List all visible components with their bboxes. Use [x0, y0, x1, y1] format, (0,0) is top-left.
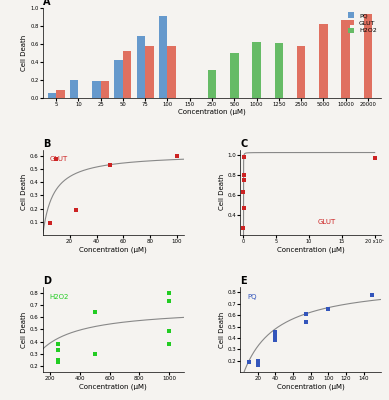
Point [107, 162, 113, 168]
X-axis label: Concentration (μM): Concentration (μM) [277, 247, 345, 253]
Y-axis label: Cell Death: Cell Death [219, 174, 224, 210]
Point [54, 347, 61, 353]
X-axis label: Concentration (μM): Concentration (μM) [79, 384, 147, 390]
Point [272, 332, 279, 339]
Point [166, 290, 172, 296]
Text: C: C [240, 139, 247, 149]
Y-axis label: Cell Death: Cell Death [21, 35, 28, 71]
Point [240, 171, 247, 178]
Point [255, 362, 261, 368]
Point [166, 341, 172, 347]
Bar [275, 43, 283, 98]
Text: H2O2: H2O2 [50, 294, 69, 300]
Point [92, 309, 98, 316]
Bar [137, 36, 145, 98]
Bar [101, 80, 109, 98]
Point [166, 327, 172, 334]
Point [240, 224, 247, 231]
Bar [342, 20, 350, 98]
Point [272, 329, 279, 336]
Point [46, 220, 53, 226]
Point [303, 311, 309, 317]
Bar [56, 90, 65, 98]
Y-axis label: Cell Death: Cell Death [21, 174, 27, 210]
Bar [92, 80, 101, 98]
Bar [319, 24, 328, 98]
Bar [114, 60, 123, 98]
X-axis label: Concentration (μM): Concentration (μM) [277, 384, 345, 390]
Text: E: E [240, 276, 247, 286]
Point [54, 359, 61, 366]
Point [371, 154, 378, 161]
Point [240, 176, 247, 183]
Bar [208, 70, 216, 98]
Point [255, 360, 261, 366]
X-axis label: Concentration (μM): Concentration (μM) [79, 247, 147, 253]
Bar [252, 42, 261, 98]
Point [369, 292, 375, 298]
Point [241, 153, 247, 160]
Point [53, 156, 60, 162]
X-axis label: Concentration (μM): Concentration (μM) [178, 108, 246, 114]
Point [92, 350, 98, 357]
Point [303, 319, 309, 325]
Bar [275, 75, 283, 98]
Point [174, 153, 180, 159]
Point [255, 358, 261, 364]
Point [240, 188, 247, 195]
Point [246, 358, 252, 365]
Text: B: B [43, 139, 50, 149]
Bar [145, 46, 154, 98]
Point [54, 341, 61, 347]
Text: A: A [43, 0, 50, 7]
Bar [123, 51, 131, 98]
Point [54, 357, 61, 363]
Bar [159, 16, 168, 98]
Text: GLUT: GLUT [318, 218, 336, 224]
Legend: PQ, GLUT, H2O2: PQ, GLUT, H2O2 [347, 11, 378, 35]
Y-axis label: Cell Death: Cell Death [219, 311, 224, 348]
Point [272, 337, 279, 343]
Bar [230, 53, 238, 98]
Point [166, 298, 172, 304]
Point [325, 306, 331, 313]
Text: GLUT: GLUT [50, 156, 68, 162]
Text: D: D [43, 276, 51, 286]
Y-axis label: Cell Death: Cell Death [21, 311, 27, 348]
Bar [364, 14, 372, 98]
Bar [48, 93, 56, 98]
Bar [297, 46, 305, 98]
Point [73, 207, 79, 213]
Bar [168, 46, 176, 98]
Bar [70, 80, 79, 98]
Text: PQ: PQ [247, 294, 257, 300]
Point [240, 204, 247, 211]
